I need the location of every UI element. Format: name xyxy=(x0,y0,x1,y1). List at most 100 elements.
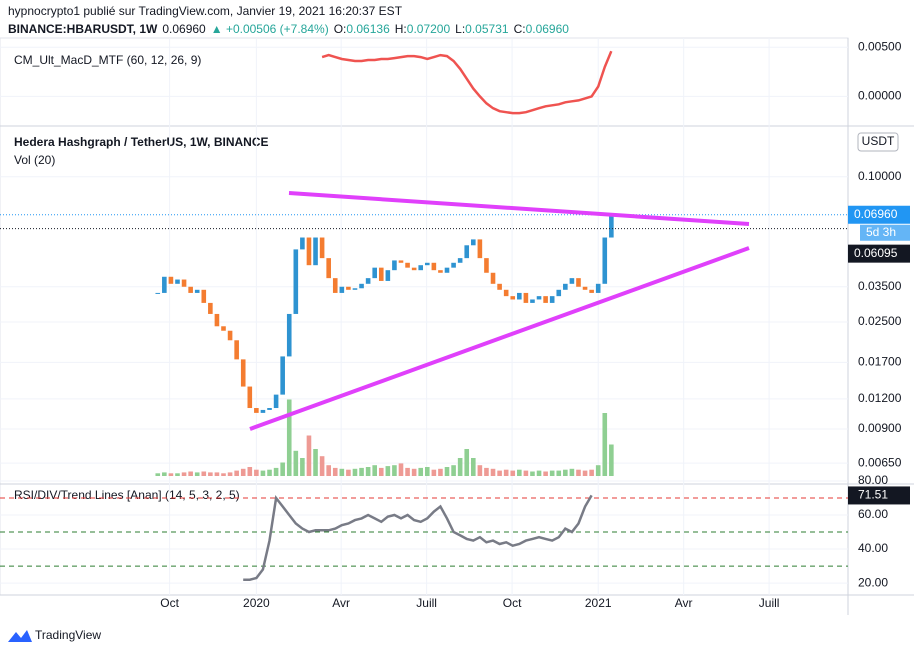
y-tick-label: 0.00000 xyxy=(858,89,902,103)
candle xyxy=(556,289,562,297)
price-tag-label: 0.06960 xyxy=(854,207,898,221)
volume-bar xyxy=(280,462,285,476)
candle xyxy=(530,299,535,303)
header-item: L: xyxy=(455,22,465,36)
volume-bar xyxy=(457,458,463,476)
candle xyxy=(536,296,542,300)
candle xyxy=(490,272,496,284)
volume-bar xyxy=(359,467,364,476)
y-tick-label: 0.03500 xyxy=(858,279,902,293)
volume-bar xyxy=(497,470,502,476)
header-item: BINANCE:HBARUSDT, 1W xyxy=(8,22,158,36)
candle xyxy=(569,278,575,284)
volume-bar xyxy=(372,465,377,476)
candle xyxy=(378,267,384,281)
value-tag-label: 71.51 xyxy=(858,488,888,502)
x-tick-label: 2020 xyxy=(243,596,270,610)
candle xyxy=(589,289,594,293)
volume-bar xyxy=(194,472,200,476)
volume-title: Vol (20) xyxy=(14,153,55,167)
volume-bar xyxy=(451,465,456,476)
volume-bar xyxy=(543,471,548,476)
candle xyxy=(477,239,483,259)
candle xyxy=(497,283,502,290)
trendline xyxy=(288,191,750,226)
header-item: 0.06136 xyxy=(346,22,390,36)
candle xyxy=(444,267,450,273)
rsi-title: RSI/DIV/Trend Lines [Anan] (14, 5, 3, 2,… xyxy=(14,488,240,502)
volume-bar xyxy=(471,458,476,476)
candle xyxy=(464,245,470,259)
volume-bar xyxy=(609,444,614,476)
candle xyxy=(510,296,516,300)
volume-bar xyxy=(260,470,266,476)
volume-bar xyxy=(582,470,588,476)
volume-bar xyxy=(352,468,358,476)
volume-bar xyxy=(517,469,522,476)
volume-bar xyxy=(254,469,259,476)
candle xyxy=(247,386,253,409)
candle xyxy=(431,262,437,271)
price-tag xyxy=(848,244,910,263)
y-tick-label: 0.10000 xyxy=(858,169,902,183)
candle xyxy=(392,260,397,271)
volume-bar xyxy=(208,472,213,476)
y-tick-label: 20.00 xyxy=(858,575,888,589)
candle xyxy=(471,239,476,246)
candle xyxy=(194,289,200,293)
candle xyxy=(523,292,529,303)
volume-bar xyxy=(300,458,305,476)
volume-bar xyxy=(378,467,384,476)
volume-bar xyxy=(227,472,233,476)
header-item: C: xyxy=(514,22,526,36)
volume-bar xyxy=(569,468,575,476)
logo-mark xyxy=(8,630,32,642)
volume-bar xyxy=(405,467,410,476)
indicator-title: CM_Ult_MacD_MTF (60, 12, 26, 9) xyxy=(14,53,201,67)
candle xyxy=(273,394,279,409)
y-tick-label: 0.00900 xyxy=(858,421,902,435)
volume-bar xyxy=(477,465,483,476)
candle xyxy=(517,292,522,300)
volume-bar xyxy=(313,449,318,476)
candle xyxy=(313,237,318,266)
volume-bar xyxy=(221,473,226,476)
header-item: H: xyxy=(395,22,407,36)
price-tag-label: 0.06095 xyxy=(854,246,898,260)
y-tick-label: 40.00 xyxy=(858,541,888,555)
candle xyxy=(326,258,331,279)
countdown-label: 5d 3h xyxy=(866,225,896,239)
trendlines xyxy=(249,191,750,431)
volume-bar xyxy=(536,470,542,476)
header-item: 0.06960 xyxy=(162,22,206,36)
candle xyxy=(576,278,581,287)
volume-bar xyxy=(162,472,167,476)
y-tick-label: 0.01200 xyxy=(858,391,902,405)
volume-bar xyxy=(293,450,299,476)
candle xyxy=(175,279,180,284)
volume-bar xyxy=(563,469,568,476)
price-title: Hedera Hashgraph / TetherUS, 1W, BINANCE xyxy=(14,135,269,149)
candle xyxy=(286,313,292,357)
volume-bar xyxy=(339,468,345,476)
volume-bar xyxy=(523,470,529,476)
candle xyxy=(398,260,404,263)
volume-bar xyxy=(424,467,430,476)
volume-bar xyxy=(286,399,292,476)
volume-bar xyxy=(326,465,331,476)
candle xyxy=(424,262,430,266)
volume-bar xyxy=(240,468,246,476)
candle xyxy=(280,356,285,395)
brand: TradingView xyxy=(35,628,101,642)
candle xyxy=(214,313,220,327)
volume-bar xyxy=(181,472,187,476)
volume-bar xyxy=(273,467,279,476)
volume-bar xyxy=(385,466,391,476)
header-item: 0.05731 xyxy=(465,22,509,36)
x-tick-label: Oct xyxy=(160,596,179,610)
x-tick-label: Avr xyxy=(332,596,350,610)
volume-bar xyxy=(188,471,193,476)
currency-tag[interactable] xyxy=(857,132,899,152)
volume-bar xyxy=(418,467,424,476)
